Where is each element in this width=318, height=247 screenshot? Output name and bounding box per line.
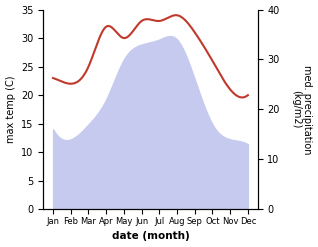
Y-axis label: med. precipitation
(kg/m2): med. precipitation (kg/m2) [291, 65, 313, 154]
Y-axis label: max temp (C): max temp (C) [5, 76, 16, 143]
X-axis label: date (month): date (month) [112, 231, 189, 242]
